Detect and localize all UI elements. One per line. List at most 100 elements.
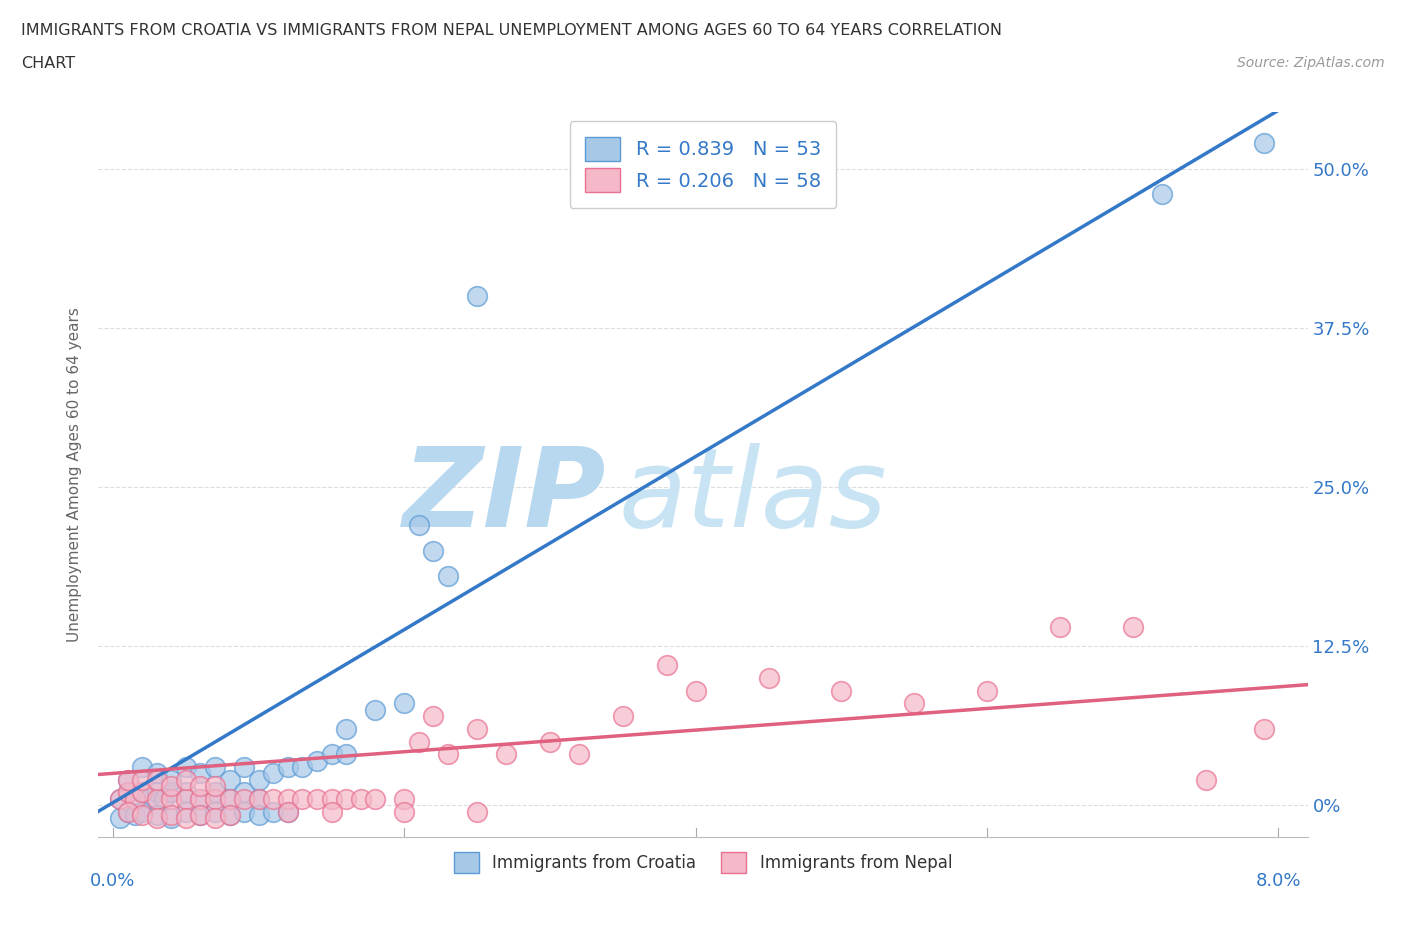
Point (218, 791, 240, 806)
Point (1194, 772, 1216, 787)
Point (145, 772, 167, 787)
Point (321, 804, 343, 819)
Point (190, 766, 212, 781)
Point (131, 760, 153, 775)
Point (321, 747, 343, 762)
Point (262, 804, 284, 819)
Point (174, 804, 197, 819)
Point (335, 722, 357, 737)
Point (612, 709, 634, 724)
Point (830, 684, 852, 698)
Point (465, 722, 488, 737)
Point (204, 778, 226, 793)
Text: 8.0%: 8.0% (1256, 871, 1301, 890)
Point (110, 810, 132, 825)
Point (145, 810, 167, 825)
Point (335, 791, 357, 806)
Point (262, 766, 284, 781)
Text: ZIP: ZIP (402, 443, 606, 550)
Point (153, 791, 176, 806)
Point (903, 696, 925, 711)
Point (124, 808, 146, 823)
Point (1253, 722, 1275, 737)
Point (190, 791, 212, 806)
Point (408, 734, 430, 749)
Point (174, 791, 197, 806)
Point (145, 791, 167, 806)
Point (291, 791, 314, 806)
Legend: Immigrants from Croatia, Immigrants from Nepal: Immigrants from Croatia, Immigrants from… (447, 845, 959, 880)
Point (305, 753, 328, 768)
Point (190, 791, 212, 806)
Point (495, 747, 517, 762)
Point (1122, 619, 1144, 634)
Point (117, 772, 139, 787)
Point (335, 747, 357, 762)
Point (422, 543, 444, 558)
Point (247, 791, 270, 806)
Point (568, 747, 591, 762)
Point (538, 734, 561, 749)
Point (204, 804, 226, 819)
Point (145, 766, 167, 781)
Point (758, 671, 780, 685)
Point (117, 785, 139, 800)
Point (204, 791, 226, 806)
Point (160, 785, 183, 800)
Text: atlas: atlas (619, 443, 887, 550)
Point (408, 518, 430, 533)
Text: CHART: CHART (21, 56, 75, 71)
Point (124, 791, 146, 806)
Point (364, 702, 387, 717)
Point (437, 568, 460, 583)
Point (160, 778, 183, 793)
Point (233, 760, 256, 775)
Point (422, 709, 444, 724)
Point (465, 288, 488, 303)
Point (174, 772, 197, 787)
Point (131, 785, 153, 800)
Point (218, 808, 240, 823)
Point (138, 791, 160, 806)
Point (160, 810, 183, 825)
Point (124, 791, 146, 806)
Point (117, 785, 139, 800)
Point (233, 804, 256, 819)
Point (247, 791, 270, 806)
Point (131, 808, 153, 823)
Point (262, 791, 284, 806)
Point (394, 804, 416, 819)
Point (218, 772, 240, 787)
Point (204, 810, 226, 825)
Point (233, 785, 256, 800)
Point (145, 808, 167, 823)
Point (685, 684, 707, 698)
Point (174, 810, 197, 825)
Point (321, 791, 343, 806)
Point (277, 804, 299, 819)
Point (247, 772, 270, 787)
Point (976, 684, 998, 698)
Point (394, 696, 416, 711)
Y-axis label: Unemployment Among Ages 60 to 64 years: Unemployment Among Ages 60 to 64 years (67, 307, 83, 642)
Point (204, 785, 226, 800)
Point (117, 804, 139, 819)
Point (190, 808, 212, 823)
Point (277, 804, 299, 819)
Point (160, 808, 183, 823)
Point (218, 808, 240, 823)
Point (1253, 136, 1275, 151)
Point (160, 772, 183, 787)
Point (190, 808, 212, 823)
Point (117, 772, 139, 787)
Point (437, 747, 460, 762)
Point (291, 760, 314, 775)
Point (160, 791, 183, 806)
Text: 0.0%: 0.0% (90, 871, 135, 890)
Point (131, 772, 153, 787)
Point (174, 785, 197, 800)
Point (305, 791, 328, 806)
Point (1150, 187, 1173, 202)
Point (277, 760, 299, 775)
Point (174, 760, 197, 775)
